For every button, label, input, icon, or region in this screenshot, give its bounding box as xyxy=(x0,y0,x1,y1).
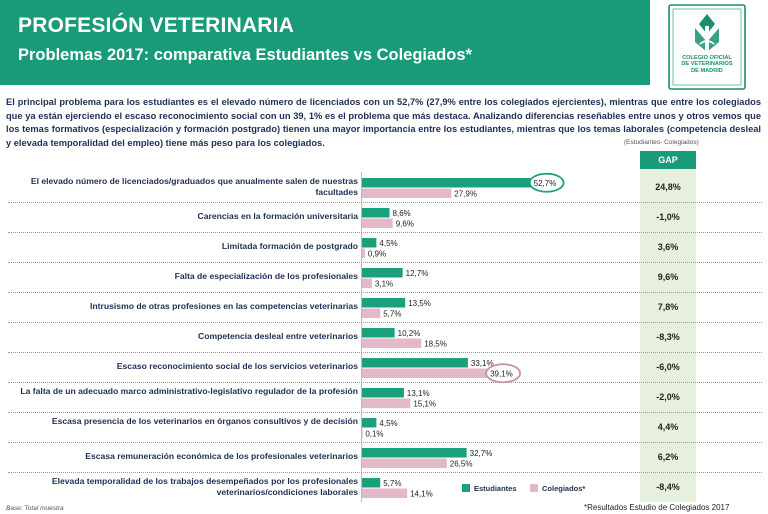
gap-note: (Estudiantes- Colegiados) xyxy=(624,139,699,146)
bar-estudiantes xyxy=(362,358,468,368)
logo-line-1: COLEGIO OFICIAL xyxy=(682,55,732,61)
category-label: Escasa remuneración económica de los pro… xyxy=(85,451,358,462)
gap-value: 4,4% xyxy=(657,422,679,432)
category-label: Falta de especialización de los profesio… xyxy=(174,271,358,282)
logo-text: COLEGIO OFICIAL DE VETERINARIOS DE MADRI… xyxy=(662,55,752,74)
bar-estudiantes xyxy=(362,418,377,428)
data-label-estudiantes: 8,6% xyxy=(393,209,411,218)
row-separator xyxy=(8,382,762,383)
bar-estudiantes xyxy=(362,178,531,188)
category-label: Escaso reconocimiento social de los serv… xyxy=(116,361,358,372)
row-separator xyxy=(8,292,762,293)
college-logo xyxy=(668,4,746,90)
gap-header: GAP xyxy=(640,151,696,169)
data-label-estudiantes: 33,1% xyxy=(471,359,494,368)
bar-colegiados xyxy=(362,428,363,438)
bar-estudiantes xyxy=(362,448,467,458)
gap-value: -1,0% xyxy=(656,212,680,222)
data-label-estudiantes: 12,7% xyxy=(406,269,429,278)
page-title: PROFESIÓN VETERINARIA xyxy=(18,14,295,37)
legend-label-colegiados: Colegiados* xyxy=(542,484,586,493)
bar-colegiados xyxy=(362,398,411,408)
base-note: Base: Total muestra xyxy=(6,505,64,512)
row-separator xyxy=(8,472,762,473)
bar-colegiados xyxy=(362,278,372,288)
page-subtitle: Problemas 2017: comparativa Estudiantes … xyxy=(18,46,472,64)
category-label: Competencia desleal entre veterinarios xyxy=(197,331,358,342)
data-label-estudiantes: 13,1% xyxy=(407,389,430,398)
category-label: Escasa presencia de los veterinarios en … xyxy=(51,415,358,426)
row-separator xyxy=(8,202,762,203)
highlight-circle xyxy=(528,172,565,193)
row-separator xyxy=(8,412,762,413)
data-label-colegiados: 26,5% xyxy=(450,460,473,469)
gap-value: 7,8% xyxy=(657,302,679,312)
gap-value: 24,8% xyxy=(655,182,681,192)
row-separator xyxy=(8,352,762,353)
bar-colegiados xyxy=(362,218,393,228)
chart-axis xyxy=(361,172,362,502)
bar-estudiantes xyxy=(362,478,381,488)
bar-estudiantes xyxy=(362,298,406,308)
row-separator xyxy=(8,322,762,323)
header-banner: PROFESIÓN VETERINARIA Problemas 2017: co… xyxy=(0,0,650,85)
bar-estudiantes xyxy=(362,328,395,338)
data-label-colegiados: 5,7% xyxy=(383,310,401,319)
data-label-estudiantes: 4,5% xyxy=(379,419,397,428)
category-label: La falta de un adecuado marco administra… xyxy=(20,385,358,396)
gap-value: -6,0% xyxy=(656,362,680,372)
logo-line-3: DE MADRID xyxy=(691,67,723,74)
row-separator xyxy=(8,442,762,443)
gap-value: -8,4% xyxy=(656,482,680,492)
gap-value: -2,0% xyxy=(656,392,680,402)
bar-colegiados xyxy=(362,368,488,378)
category-label: Intrusismo de otras profesiones en las c… xyxy=(90,301,358,312)
data-label-colegiados: 9,6% xyxy=(396,220,414,229)
category-label: Limitada formación de postgrado xyxy=(221,241,358,252)
data-label-estudiantes: 5,7% xyxy=(383,479,401,488)
data-label-estudiantes: 32,7% xyxy=(470,449,493,458)
bar-estudiantes xyxy=(362,268,403,278)
data-label-colegiados: 27,9% xyxy=(454,190,477,199)
bar-estudiantes xyxy=(362,388,404,398)
highlight-circle xyxy=(485,363,522,384)
row-separator xyxy=(8,232,762,233)
bar-colegiados xyxy=(362,458,447,468)
bar-colegiados xyxy=(362,338,422,348)
footnote: *Resultados Estudio de Colegiados 2017 xyxy=(584,503,730,512)
data-label-estudiantes: 52,7% xyxy=(534,179,557,188)
legend-label-estudiantes: Estudiantes xyxy=(474,484,517,493)
data-label-colegiados: 0,1% xyxy=(365,430,383,439)
bar-colegiados xyxy=(362,188,452,198)
data-label-estudiantes: 4,5% xyxy=(379,239,397,248)
data-label-colegiados: 0,9% xyxy=(368,250,386,259)
category-label: Carencias en la formación universitaria xyxy=(197,211,358,222)
bar-estudiantes xyxy=(362,208,390,218)
gap-value: 3,6% xyxy=(657,242,679,252)
gap-column xyxy=(640,151,696,502)
data-label-estudiantes: 13,5% xyxy=(408,299,431,308)
data-label-colegiados: 15,1% xyxy=(413,400,436,409)
bar-colegiados xyxy=(362,308,381,318)
bar-colegiados xyxy=(362,248,365,258)
gap-value: 6,2% xyxy=(657,452,679,462)
bar-colegiados xyxy=(362,488,408,498)
legend-swatch-colegiados xyxy=(530,484,538,492)
bar-estudiantes xyxy=(362,238,377,248)
row-separator xyxy=(8,262,762,263)
gap-value: 9,6% xyxy=(657,272,679,282)
data-label-colegiados: 39,1% xyxy=(490,370,513,379)
data-label-colegiados: 3,1% xyxy=(375,280,393,289)
data-label-colegiados: 14,1% xyxy=(410,490,433,499)
data-label-estudiantes: 10,2% xyxy=(398,329,421,338)
category-label: Elevada temporalidad de los trabajos des… xyxy=(51,475,358,498)
logo-line-2: DE VETERINARIOS xyxy=(681,61,733,68)
data-label-colegiados: 18,5% xyxy=(424,340,447,349)
category-label: El elevado número de licenciados/graduad… xyxy=(30,175,358,198)
gap-value: -8,3% xyxy=(656,332,680,342)
intro-paragraph: El principal problema para los estudiant… xyxy=(6,97,761,148)
legend-swatch-estudiantes xyxy=(462,484,470,492)
